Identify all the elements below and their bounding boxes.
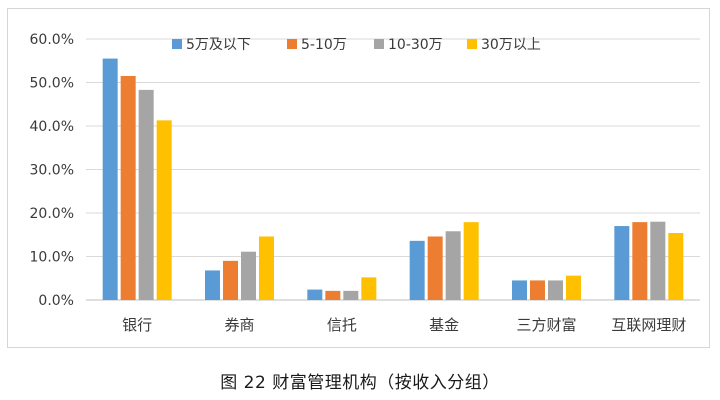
x-axis-categories: 银行 券商 信托 基金 三方财富 互联网理财 <box>122 316 686 334</box>
legend-label: 10-30万 <box>388 37 443 53</box>
legend: 5万及以下 5-10万 10-30万 30万以上 <box>172 37 541 53</box>
figure-caption: 图 22 财富管理机构（按收入分组） <box>220 373 500 393</box>
bar-1-3 <box>259 236 274 300</box>
category-label: 信托 <box>327 316 357 334</box>
y-tick-label: 60.0% <box>30 32 74 48</box>
bar-2-1 <box>325 290 341 300</box>
bar-chart: 0.0% 10.0% 20.0% 30.0% 40.0% 50.0% 60.0% 银行 券商 信… <box>30 32 700 334</box>
bar-1-2 <box>241 251 256 300</box>
legend-swatch <box>374 39 384 49</box>
y-tick-label: 0.0% <box>38 293 74 309</box>
bar-3-0 <box>409 240 425 300</box>
bar-3-3 <box>463 222 479 300</box>
legend-swatch <box>467 39 477 49</box>
y-tick-label: 50.0% <box>30 76 74 92</box>
bar-3-2 <box>445 231 461 300</box>
bar-2-2 <box>343 290 359 300</box>
bar-5-3 <box>668 233 684 300</box>
legend-label: 30万以上 <box>481 37 541 53</box>
bar-4-3 <box>566 275 581 300</box>
category-label: 券商 <box>224 316 254 334</box>
bar-0-3 <box>156 120 172 300</box>
bar-5-1 <box>632 222 648 300</box>
y-axis-ticks: 0.0% 10.0% 20.0% 30.0% 40.0% 50.0% 60.0% <box>30 32 74 309</box>
bar-0-1 <box>120 75 136 300</box>
category-label: 三方财富 <box>516 316 576 334</box>
category-label: 基金 <box>429 316 459 334</box>
legend-label: 5-10万 <box>301 37 347 53</box>
category-label: 互联网理财 <box>611 316 686 334</box>
bars <box>102 58 684 301</box>
y-tick-label: 30.0% <box>30 163 74 179</box>
y-tick-label: 10.0% <box>30 250 74 266</box>
bar-4-0 <box>512 280 527 300</box>
y-tick-label: 40.0% <box>30 119 74 135</box>
y-tick-label: 20.0% <box>30 206 74 222</box>
bar-5-0 <box>614 226 630 300</box>
legend-label: 5万及以下 <box>186 37 251 53</box>
legend-swatch <box>287 39 297 49</box>
bar-1-0 <box>205 270 220 300</box>
bar-5-2 <box>650 221 666 300</box>
category-label: 银行 <box>122 316 152 334</box>
bar-4-2 <box>548 280 563 300</box>
bar-1-1 <box>223 260 238 300</box>
bar-0-2 <box>138 89 154 301</box>
bar-2-0 <box>307 289 323 300</box>
bar-4-1 <box>530 280 545 300</box>
legend-swatch <box>172 39 182 49</box>
bar-0-0 <box>102 58 118 301</box>
bar-3-1 <box>427 236 443 300</box>
bar-2-3 <box>361 277 377 300</box>
gridlines <box>86 38 700 301</box>
